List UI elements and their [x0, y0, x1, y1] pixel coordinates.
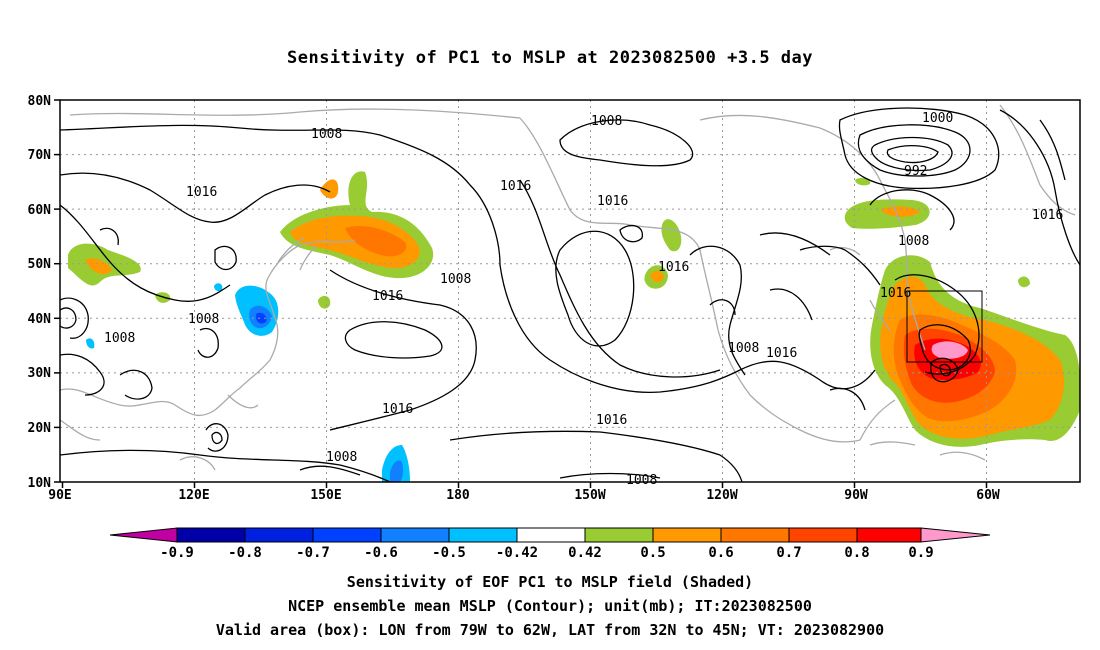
colorbar-label: -0.8	[228, 545, 262, 561]
contour-label: 1008	[104, 331, 135, 346]
contour-labels: 1008 1016 1008 1016 1016 1016 1008 1008 …	[104, 111, 1063, 488]
colorbar-swatch	[856, 527, 922, 543]
longitude-labels: 90E 120E 150E 180 150W 120W 90W 60W	[48, 488, 1000, 503]
colorbar-label: 0.42	[568, 545, 602, 561]
contour-label: 1008	[188, 312, 219, 327]
lon-label: 150W	[574, 488, 605, 503]
colorbar	[109, 527, 991, 543]
contour-label: 1016	[1032, 208, 1063, 223]
contour-label: 1016	[372, 289, 403, 304]
contour-label: 1000	[922, 111, 953, 126]
coastlines	[60, 104, 1076, 471]
lat-label: 80N	[28, 94, 52, 109]
sensitivity-shading	[68, 171, 1080, 482]
lon-label: 90W	[844, 488, 868, 503]
colorbar-swatch	[176, 527, 246, 543]
colorbar-label: 0.8	[844, 545, 869, 561]
colorbar-swatch	[516, 527, 586, 543]
contour-label: 1008	[326, 450, 357, 465]
colorbar-labels: -0.9 -0.8 -0.7 -0.6 -0.5 -0.42 0.42 0.5 …	[160, 545, 934, 561]
colorbar-swatch	[720, 527, 790, 543]
colorbar-label: 0.7	[776, 545, 801, 561]
colorbar-label: 0.9	[908, 545, 933, 561]
map-frame	[59, 99, 1081, 483]
contour-label: 1016	[382, 402, 413, 417]
lon-label: 90E	[48, 488, 71, 503]
axis-ticks	[54, 99, 988, 488]
footer-line-1: Sensitivity of EOF PC1 to MSLP field (Sh…	[346, 573, 754, 591]
contour-label: 1016	[880, 286, 911, 301]
shade-west	[68, 243, 331, 309]
colorbar-label: -0.9	[160, 545, 194, 561]
chart-title: Sensitivity of PC1 to MSLP at 2023082500…	[286, 48, 813, 68]
lat-label: 40N	[28, 312, 52, 327]
contour-label: 1008	[311, 127, 342, 142]
lon-label: 120W	[706, 488, 737, 503]
contour-label: 1016	[500, 179, 531, 194]
footer-line-3: Valid area (box): LON from 79W to 62W, L…	[215, 621, 885, 639]
valid-area-box	[906, 290, 983, 363]
colorbar-label: -0.5	[432, 545, 466, 561]
shade-alaska	[644, 219, 682, 289]
lon-label: 120E	[178, 488, 209, 503]
colorbar-label: -0.6	[364, 545, 398, 561]
contour-label: 1016	[186, 185, 217, 200]
shade-negative-japan	[86, 283, 279, 349]
contour-label: 1016	[658, 260, 689, 275]
colorbar-arrow-right	[920, 527, 991, 543]
shade-east-coast	[870, 255, 1080, 447]
contour-label: 992	[904, 164, 927, 179]
colorbar-swatch	[584, 527, 654, 543]
colorbar-swatch	[312, 527, 382, 543]
contour-label: 1016	[597, 194, 628, 209]
lon-label: 150E	[310, 488, 341, 503]
colorbar-swatch	[244, 527, 314, 543]
contour-label: 1008	[591, 114, 622, 129]
latitude-labels: 80N 70N 60N 50N 40N 30N 20N 10N	[28, 94, 52, 491]
mslp-contours	[60, 107, 1080, 482]
lon-label: 60W	[976, 488, 1000, 503]
contour-label: 1008	[440, 272, 471, 287]
colorbar-label: -0.7	[296, 545, 330, 561]
lat-label: 60N	[28, 203, 52, 218]
colorbar-arrow-left	[109, 527, 178, 543]
lat-label: 30N	[28, 366, 52, 381]
footer-line-2: NCEP ensemble mean MSLP (Contour); unit(…	[288, 597, 812, 615]
lat-label: 50N	[28, 257, 52, 272]
lat-label: 70N	[28, 148, 52, 163]
colorbar-label: -0.42	[496, 545, 538, 561]
lon-label: 180	[446, 488, 470, 503]
contour-label: 1008	[626, 473, 657, 488]
colorbar-label: 0.6	[708, 545, 733, 561]
colorbar-swatch	[788, 527, 858, 543]
colorbar-swatch	[652, 527, 722, 543]
lat-label: 20N	[28, 421, 52, 436]
contour-label: 1016	[596, 413, 627, 428]
colorbar-swatch	[448, 527, 518, 543]
shade-canada	[844, 177, 1030, 288]
contour-label: 1008	[728, 341, 759, 356]
contour-label: 1016	[766, 346, 797, 361]
contour-label: 1008	[898, 234, 929, 249]
shade-kamchatka	[280, 171, 434, 279]
colorbar-label: 0.5	[640, 545, 665, 561]
lat-label: 10N	[28, 476, 52, 491]
colorbar-swatch	[380, 527, 450, 543]
